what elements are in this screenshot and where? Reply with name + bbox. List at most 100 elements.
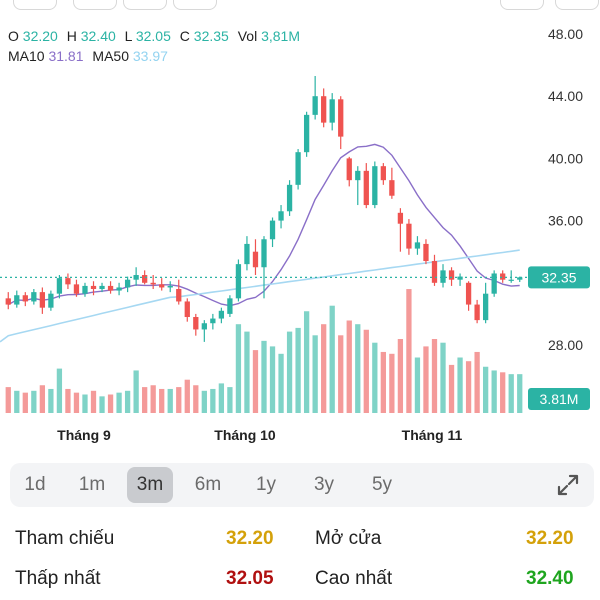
range-button-3y[interactable]: 3y (313, 474, 335, 495)
candle-body (73, 284, 80, 294)
volume-bar (508, 374, 514, 413)
range-button-6m[interactable]: 6m (194, 474, 222, 495)
volume-tag (528, 388, 590, 410)
candle-body (56, 278, 63, 294)
volume-bar (176, 387, 182, 413)
candle-body (48, 293, 54, 308)
volume-bar (201, 390, 207, 413)
candle-body (346, 158, 352, 181)
volume-bar (90, 390, 97, 413)
candle-body (218, 310, 225, 319)
volume-bar (303, 311, 310, 413)
volume-bar (355, 324, 361, 413)
price-chart[interactable]: 48.00 44.00 40.00 36.00 28.00 Tháng 9 Tháng 1… (0, 0, 600, 445)
range-button-3m[interactable]: 3m (127, 467, 173, 503)
candle-body (517, 277, 523, 280)
volume-bar (269, 346, 276, 413)
volume-bar (22, 392, 28, 413)
price-tag-text: 32.35 (541, 269, 576, 285)
volume-bar (338, 335, 344, 413)
range-button-1d[interactable]: 1d (24, 474, 46, 495)
candle-body (150, 282, 156, 285)
volume-bar (48, 388, 54, 413)
candle-body (355, 170, 361, 181)
candle-body (448, 270, 455, 280)
ma50-line (0, 249, 520, 343)
candle-body (184, 301, 190, 318)
info-high-row: Cao nhất (315, 568, 392, 590)
candle-body (363, 170, 369, 206)
volume-bar (193, 385, 199, 413)
x-tick-label: Tháng 11 (402, 427, 463, 443)
volume-bar (414, 357, 421, 413)
volume-bar (286, 331, 293, 413)
volume-bar (465, 361, 472, 413)
y-tick-label: 48.00 (548, 26, 583, 42)
volume-bar (116, 392, 122, 413)
candle-body (372, 166, 378, 206)
candle-body (99, 285, 105, 290)
ma50-label: MA50 (92, 48, 129, 64)
candle-body (380, 166, 386, 181)
volume-bar (227, 387, 233, 413)
volume-bar (244, 331, 250, 413)
candle-body (142, 275, 148, 283)
volume-bar (312, 335, 318, 413)
candle-body (303, 114, 310, 153)
high-label: H (66, 28, 77, 44)
low-label: L (124, 28, 132, 44)
volume-bar (329, 305, 335, 413)
candle-body (167, 285, 173, 288)
volume-bar (295, 327, 301, 413)
low-value: 32.05 (135, 28, 171, 44)
info-open-row: Mở cửa (315, 528, 381, 550)
high-price-label: Cao nhất (315, 568, 393, 589)
volume-bar (218, 383, 225, 413)
info-low-row: Thấp nhất (15, 568, 101, 590)
high-price-value: 32.40 (526, 568, 574, 589)
low-price-value: 32.05 (226, 568, 274, 589)
candle-body (39, 292, 46, 308)
candle-body (423, 243, 429, 262)
candle-body (31, 292, 37, 302)
volume-bar (397, 339, 404, 413)
volume-bar (142, 387, 148, 413)
range-button-1m[interactable]: 1m (78, 474, 106, 495)
close-value: 32.35 (193, 28, 229, 44)
volume-bar (321, 324, 327, 413)
candle-body (116, 287, 122, 291)
candle-body (193, 317, 199, 330)
candle-body (65, 278, 71, 285)
candle-body (107, 285, 114, 291)
candle-body (159, 284, 165, 288)
candle-body (482, 293, 489, 321)
volume-bar (389, 353, 395, 413)
candle-body (235, 264, 242, 299)
candle-body (210, 318, 216, 324)
candle-body (227, 298, 233, 314)
volume-bar (423, 346, 429, 413)
volume-bar (65, 388, 71, 413)
high-value: 32.40 (80, 28, 116, 44)
candle-body (474, 304, 480, 321)
candle-body (312, 96, 318, 115)
ref-price-value: 32.20 (226, 528, 274, 549)
volume-bar (73, 392, 80, 413)
candle-body (176, 289, 182, 302)
candle-body (278, 211, 284, 221)
candle-body (244, 243, 250, 265)
expand-icon[interactable] (554, 471, 582, 499)
candle-body (508, 279, 514, 281)
candle-body (252, 251, 259, 268)
range-button-1y[interactable]: 1y (255, 474, 277, 495)
volume-bar (346, 320, 352, 413)
volume-bar (39, 385, 46, 413)
close-label: C (179, 28, 190, 44)
candle-body (90, 285, 97, 290)
range-button-5y[interactable]: 5y (371, 474, 393, 495)
price-tag (528, 266, 590, 289)
candle-body (414, 242, 421, 249)
candle-body (5, 298, 11, 305)
candle-body (22, 295, 28, 302)
info-ref-row: Tham chiếu (15, 528, 114, 550)
